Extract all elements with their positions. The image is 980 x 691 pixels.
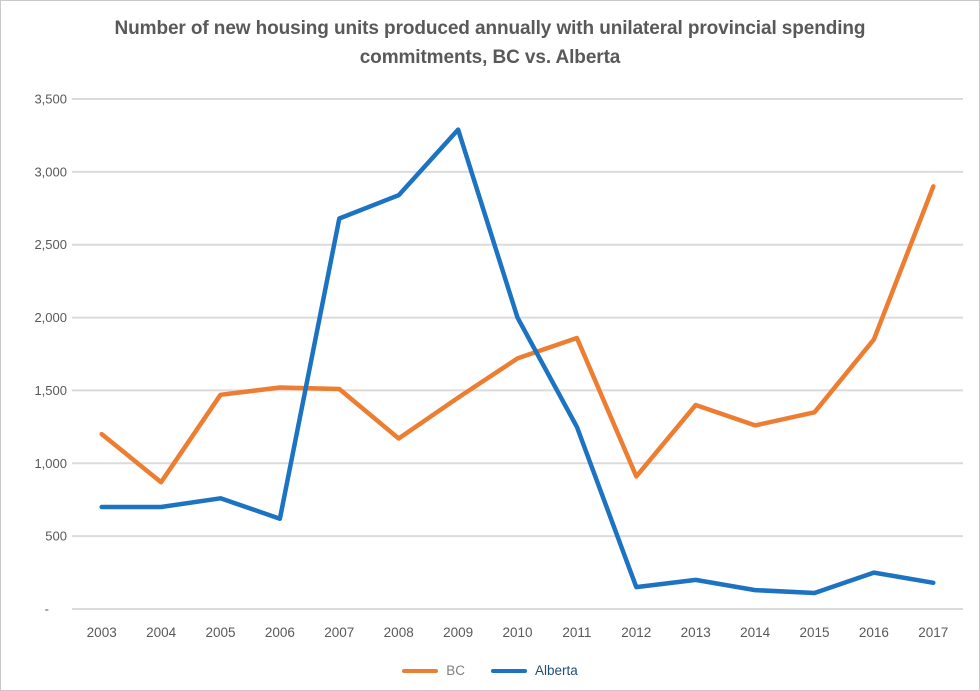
y-axis-tick-label: 3,000 [34,164,67,179]
x-axis-tick-label: 2003 [87,625,117,640]
x-axis-tick-label: 2014 [740,625,771,640]
x-axis-tick-label: 2017 [918,625,948,640]
legend-item-bc: BC [402,663,465,678]
x-axis-tick-label: 2013 [681,625,711,640]
y-axis-tick-label: 2,500 [34,237,67,252]
x-axis-tick-label: 2005 [205,625,235,640]
alberta-line-swatch-icon [490,668,527,673]
legend-label-alberta: Alberta [534,663,578,678]
y-axis-tick-label: 2,000 [34,310,67,325]
x-axis-tick-label: 2008 [384,625,414,640]
y-axis-tick-label: 3,500 [34,92,67,107]
x-axis-tick-label: 2006 [265,625,295,640]
x-axis-tick-label: 2010 [502,625,532,640]
y-axis-tick-label: 1,500 [34,383,67,398]
legend-item-alberta: Alberta [490,663,578,678]
x-axis-tick-label: 2012 [621,625,651,640]
title-container: Number of new housing units produced ann… [1,15,979,72]
legend-label-bc: BC [446,663,465,678]
x-axis-tick-label: 2004 [146,625,177,640]
x-axis-tick-label: 2015 [799,625,829,640]
x-axis-tick-label: 2007 [324,625,354,640]
bc-line-swatch-icon [402,668,439,673]
series-line-alberta [99,127,936,596]
x-axis-tick-label: 2011 [562,625,591,640]
y-axis-tick-label: 1,000 [34,456,67,471]
chart-legend: BC Alberta [1,663,979,678]
chart-title: Number of new housing units produced ann… [114,18,866,68]
y-axis-tick-label: - [45,602,49,617]
series-line-bc [99,184,936,485]
y-axis-tick-label: 500 [45,529,67,544]
x-axis-tick-label: 2016 [859,625,889,640]
x-axis-tick-label: 2009 [443,625,473,640]
